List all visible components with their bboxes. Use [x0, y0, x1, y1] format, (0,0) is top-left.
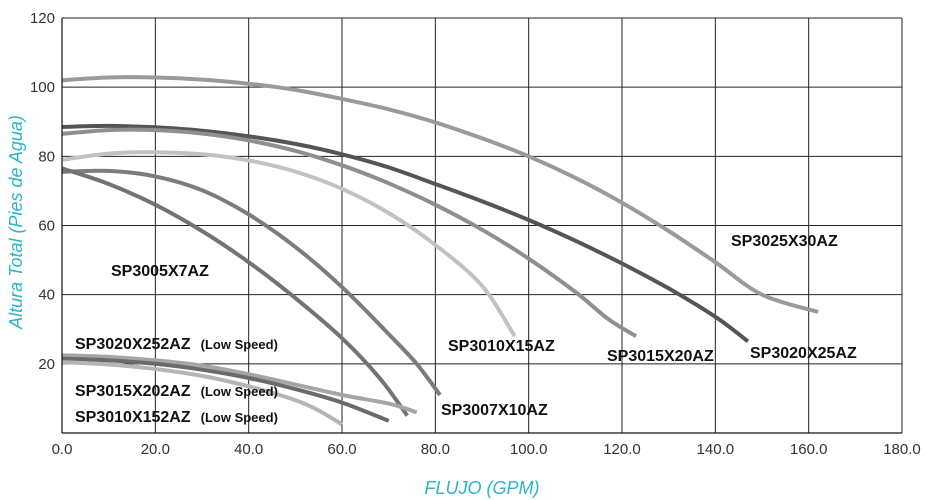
y-axis-title: Altura Total (Pies de Agua)	[6, 115, 26, 330]
curve-sp3010x152az-low-speed	[61, 360, 344, 427]
y-tick-label: 100	[30, 79, 55, 96]
x-tick-label: 80.0	[421, 441, 450, 458]
curve-label-sp3020x25az: SP3020X25AZ	[750, 345, 857, 362]
curve-sp3005x7az	[61, 166, 409, 417]
curve-sp3015x20az	[61, 127, 638, 338]
x-tick-label: 120.0	[603, 441, 641, 458]
curve-label-sp3020x252az: SP3020X252AZ (Low Speed)	[75, 336, 278, 353]
y-tick-label: 40	[38, 287, 55, 304]
y-tick-label: 60	[38, 218, 55, 235]
curve-label-sp3005x7az: SP3005X7AZ	[111, 263, 209, 280]
y-tick-label: 80	[38, 148, 55, 165]
curve-sp3010x15az	[61, 150, 517, 338]
plot-frame	[61, 18, 902, 434]
x-tick-label: 60.0	[327, 441, 356, 458]
curve-label-sp3010x152az: SP3010X152AZ (Low Speed)	[75, 409, 278, 426]
x-tick-label: 20.0	[141, 441, 170, 458]
x-tick-label: 100.0	[510, 441, 548, 458]
curve-sp3025x30az	[61, 75, 819, 314]
x-tick-label: 160.0	[790, 441, 828, 458]
curve-label-sp3025x30az: SP3025X30AZ	[731, 233, 838, 250]
curve-sp3015x202az-low-speed	[61, 356, 390, 423]
curve-label-sp3015x20az: SP3015X20AZ	[607, 348, 714, 365]
y-tick-labels: 20 40 60 80 100 120	[30, 10, 55, 373]
x-tick-label: 40.0	[234, 441, 263, 458]
x-axis-title: FLUJO (GPM)	[425, 478, 540, 498]
y-tick-label: 120	[30, 10, 55, 27]
curve-labels: SP3025X30AZ SP3020X25AZ SP3015X20AZ SP3010X…	[75, 233, 857, 426]
curve-label-sp3010x15az: SP3010X15AZ	[448, 338, 555, 355]
x-tick-label: 180.0	[883, 441, 921, 458]
curve-sp3020x252az-low-speed	[61, 353, 418, 415]
curve-sp3020x25az	[61, 123, 750, 343]
curves	[61, 75, 819, 427]
x-tick-label: 0.0	[52, 441, 73, 458]
curve-label-sp3007x10az: SP3007X10AZ	[441, 402, 548, 419]
curve-label-sp3015x202az: SP3015X202AZ (Low Speed)	[75, 383, 278, 400]
x-tick-label: 140.0	[697, 441, 735, 458]
x-tick-labels: 0.0 20.0 40.0 60.0 80.0 100.0 120.0 140.0 160.0 1…	[52, 441, 921, 458]
y-tick-label: 20	[38, 356, 55, 373]
curve-sp3007x10az	[61, 168, 442, 397]
